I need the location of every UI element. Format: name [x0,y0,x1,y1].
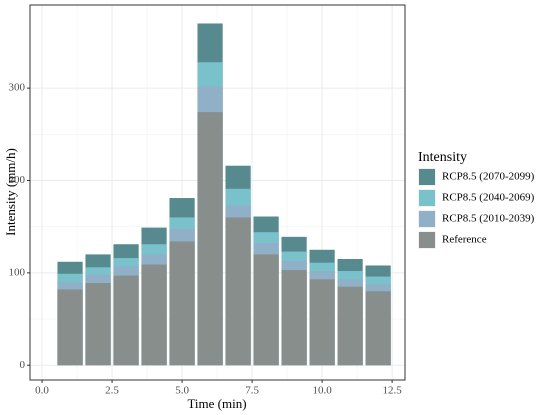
bar [281,270,307,366]
legend-title: Intensity [418,150,467,165]
legend-swatch [419,169,435,185]
bar [113,275,139,366]
y-axis-title: Intensity (mm/h) [3,148,18,236]
x-tick-label: 5.0 [175,385,189,397]
legend-label: Reference [442,234,487,246]
y-tick-label: 0 [20,359,26,371]
legend-label: RCP8.5 (2070-2099) [442,171,535,183]
legend-label: RCP8.5 (2010-2039) [442,213,535,225]
bar [169,241,195,366]
x-tick-label: 12.5 [382,385,402,397]
bar [141,264,167,366]
legend-label: RCP8.5 (2040-2069) [442,192,535,204]
x-tick-label: 7.5 [245,385,259,397]
bar [365,291,391,366]
bar [225,217,251,366]
legend-swatch [419,190,435,206]
legend-swatch [419,232,435,248]
legend-swatch [419,211,435,227]
plot-border [29,4,406,381]
y-tick-label: 300 [9,82,26,94]
x-tick-label: 2.5 [105,385,119,397]
bar [337,286,363,366]
x-axis-title: Time (min) [187,396,246,411]
x-tick-label: 10.0 [312,385,332,397]
y-tick-label: 100 [9,266,26,278]
bar [309,279,335,366]
bar [57,289,83,366]
bar [85,283,111,366]
bar [197,112,223,366]
bar [253,254,279,366]
y-tick-label: 200 [9,174,26,186]
x-tick-label: 0.0 [35,385,49,397]
